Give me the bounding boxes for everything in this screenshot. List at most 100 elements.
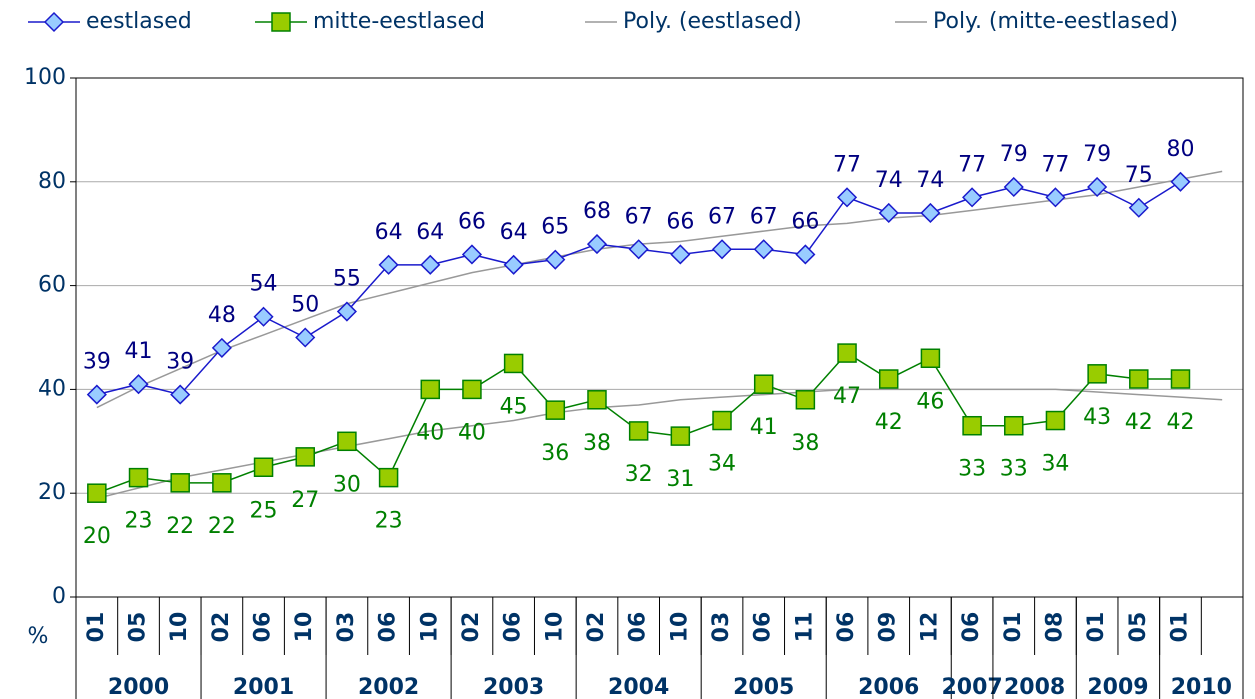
- marker: [753, 239, 774, 260]
- group-label: 2007: [941, 675, 1002, 699]
- marker: [753, 374, 774, 394]
- marker: [378, 254, 399, 275]
- marker: [87, 483, 107, 503]
- marker: [795, 390, 816, 410]
- data-label: 39: [83, 350, 111, 375]
- marker: [1003, 176, 1024, 198]
- x-tick-label: 02: [584, 612, 609, 643]
- marker: [378, 467, 399, 488]
- x-tick-label: 06: [501, 612, 526, 643]
- marker: [128, 467, 149, 488]
- marker: [920, 202, 941, 224]
- marker: [271, 12, 291, 32]
- data-label: 22: [208, 514, 236, 539]
- data-label: 38: [583, 431, 611, 456]
- marker: [670, 244, 691, 265]
- data-label: 79: [1083, 142, 1111, 167]
- group-label: 2003: [483, 675, 544, 699]
- data-label: 77: [1041, 152, 1069, 177]
- data-label: 77: [958, 152, 986, 177]
- marker: [878, 202, 899, 224]
- data-label: 41: [125, 339, 153, 364]
- y-tick-label: 20: [38, 480, 66, 505]
- data-label: 25: [250, 498, 278, 523]
- x-tick-label: 12: [917, 612, 942, 643]
- y-tick-label: 60: [38, 273, 66, 298]
- data-label: 36: [541, 441, 569, 466]
- x-tick-label: 01: [1001, 612, 1026, 643]
- marker: [1087, 364, 1107, 384]
- group-label: 2008: [1004, 675, 1065, 699]
- data-label: 66: [458, 209, 486, 234]
- data-label: 32: [625, 462, 653, 487]
- marker: [711, 239, 733, 260]
- data-label: 74: [916, 168, 944, 193]
- data-label: 54: [250, 272, 278, 297]
- group-label: 2009: [1087, 675, 1148, 699]
- x-tick-label: 10: [292, 612, 317, 643]
- data-label: 50: [291, 293, 319, 318]
- data-label: 66: [666, 209, 694, 234]
- group-label: 2005: [733, 675, 794, 699]
- x-tick-label: 01: [84, 612, 109, 643]
- x-tick-label: 10: [542, 612, 567, 643]
- data-label: 42: [1166, 410, 1194, 435]
- marker: [795, 244, 816, 265]
- marker: [1170, 369, 1191, 389]
- marker: [503, 254, 524, 275]
- marker: [170, 384, 191, 405]
- data-label: 23: [375, 509, 403, 534]
- marker: [170, 473, 190, 493]
- data-label: 64: [416, 220, 444, 245]
- y-tick-label: 40: [38, 376, 66, 401]
- data-label: 75: [1125, 163, 1153, 188]
- x-tick-label: 02: [459, 612, 484, 643]
- marker: [670, 426, 691, 446]
- legend-label: mitte-eestlased: [313, 9, 485, 34]
- marker: [336, 301, 357, 322]
- marker: [420, 254, 441, 275]
- marker: [211, 337, 232, 358]
- marker: [878, 369, 899, 389]
- marker: [587, 390, 607, 410]
- marker: [43, 11, 65, 33]
- marker: [545, 249, 566, 270]
- legend-label: eestlased: [86, 9, 192, 34]
- x-tick-label: 10: [167, 612, 192, 643]
- marker: [1087, 176, 1108, 198]
- data-label: 42: [875, 410, 903, 435]
- x-tick-label: 05: [1126, 612, 1151, 643]
- marker: [962, 187, 983, 208]
- data-label: 67: [708, 204, 736, 229]
- data-label: 38: [791, 431, 819, 456]
- x-tick-label: 06: [376, 612, 401, 643]
- data-label: 34: [1041, 452, 1069, 477]
- data-label: 68: [583, 199, 611, 224]
- data-label: 80: [1166, 137, 1194, 162]
- data-label: 23: [125, 509, 153, 534]
- marker: [253, 457, 274, 477]
- marker: [1128, 197, 1149, 218]
- group-label: 2002: [358, 675, 419, 699]
- marker: [212, 473, 232, 493]
- data-label: 41: [750, 415, 778, 440]
- marker: [337, 431, 357, 452]
- x-tick-label: 05: [126, 612, 151, 643]
- x-tick-label: 06: [251, 612, 276, 643]
- marker: [86, 384, 107, 405]
- y-tick-label: 0: [52, 584, 66, 609]
- legend-label: Poly. (eestlased): [623, 9, 802, 34]
- x-tick-label: 10: [667, 612, 692, 643]
- x-tick-label: 09: [876, 612, 901, 643]
- group-label: 2006: [858, 675, 919, 699]
- x-tick-label: 02: [209, 612, 234, 643]
- marker: [420, 379, 441, 400]
- data-label: 64: [500, 220, 528, 245]
- marker: [253, 306, 274, 327]
- data-label: 31: [666, 467, 694, 492]
- marker: [837, 343, 857, 363]
- marker: [462, 379, 482, 400]
- group-label: 2004: [608, 675, 669, 699]
- group-label: 2010: [1171, 675, 1232, 699]
